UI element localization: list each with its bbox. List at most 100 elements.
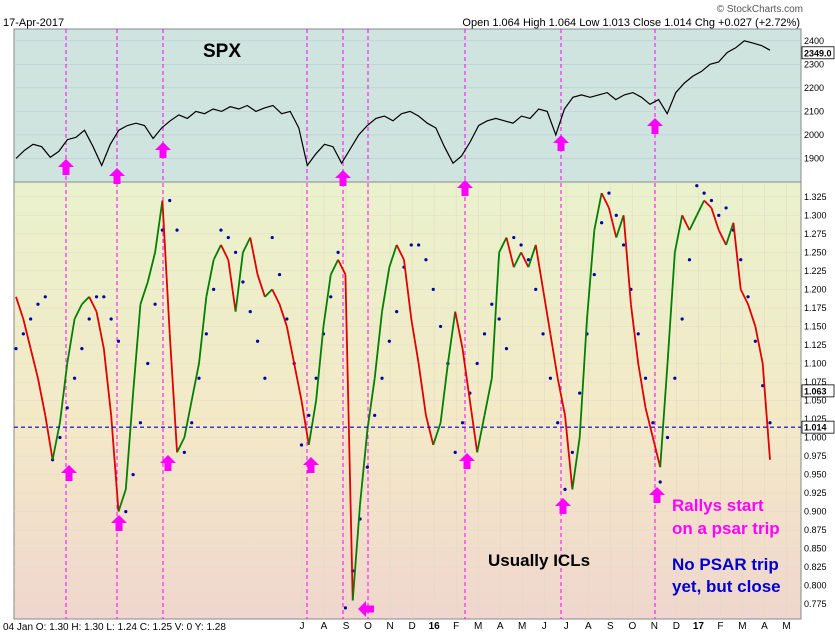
spx-last-value-label: 2349.0	[804, 48, 832, 58]
x-tick-label: J	[300, 621, 305, 632]
x-tick-label: M	[782, 621, 790, 632]
header-ohlc: Open 1.064 High 1.064 Low 1.013 Close 1.…	[462, 17, 800, 29]
x-tick-label: N	[651, 621, 658, 632]
magenta-arrows	[58, 118, 665, 617]
ratio-segment	[578, 318, 588, 438]
psar-dot	[387, 339, 391, 343]
ratio-segment	[732, 222, 742, 290]
psar-dot	[146, 361, 150, 366]
ratio-segment	[59, 363, 69, 423]
psar-dot	[556, 421, 560, 425]
x-tick-label: F	[717, 621, 723, 632]
ratio-segment	[395, 244, 405, 261]
x-tick-label: O	[628, 621, 636, 632]
ratio-segment	[37, 378, 47, 416]
ratio-segment	[615, 215, 625, 238]
nopsar-text-line-2: yet, but close	[672, 577, 781, 596]
ratio-up-arrow	[111, 515, 127, 531]
spx-up-arrow	[58, 159, 74, 175]
psar-dot	[621, 243, 626, 247]
x-tick-label: N	[386, 621, 393, 632]
psar-dot	[643, 376, 648, 380]
psar-dot	[424, 258, 428, 262]
psar-dot	[248, 310, 252, 314]
ratio-up-arrow	[459, 453, 475, 469]
x-tick-label: O	[364, 621, 372, 632]
ratio-segment	[637, 363, 647, 409]
psar-dot	[36, 302, 40, 306]
psar-dot	[475, 361, 479, 366]
ratio-segment	[190, 363, 200, 401]
psar-dot	[219, 228, 223, 232]
left-arrow	[358, 601, 374, 617]
ratio-segment	[564, 415, 574, 490]
spx-up-arrow	[553, 135, 569, 151]
ratio-segment	[124, 393, 135, 490]
x-tick-label: 16	[429, 621, 441, 632]
ratio-segment	[556, 378, 566, 416]
psar-dot	[116, 339, 121, 343]
ratio-segment	[630, 304, 640, 364]
nopsar-text-line-1: No PSAR trip	[672, 555, 779, 574]
ratio-segment	[571, 437, 581, 490]
ratio-segment	[505, 237, 515, 268]
y-tick-labels: 1900 2000 2100 2200 2300 2400 0.775 0.800 0.825 0…	[804, 36, 827, 609]
psar-dot	[72, 376, 77, 380]
ratio-y-tick-label: 0.825	[804, 562, 827, 572]
ratio-segment	[66, 318, 76, 364]
ratio-segment	[600, 192, 610, 209]
ratio-segment	[256, 274, 266, 298]
ratio-y-tick-label: 1.150	[804, 321, 827, 331]
ratio-segment	[512, 251, 522, 268]
x-tick-label: M	[474, 621, 482, 632]
psar-dot	[395, 310, 399, 314]
ratio-segment	[242, 237, 252, 253]
psar-dot	[29, 317, 33, 321]
ratio-segment	[322, 274, 332, 327]
x-tick-label: M	[518, 621, 526, 632]
psar-dot	[695, 184, 699, 188]
spx-y-tick-label: 2100	[804, 106, 824, 116]
psar-dot	[307, 413, 311, 417]
ratio-segment	[278, 303, 288, 327]
spx-panel-background	[13, 28, 802, 183]
ratio-segment	[205, 259, 215, 297]
ratio-segment	[388, 244, 398, 268]
ratio-y-tick-label: 0.850	[804, 544, 827, 554]
psar-dot	[636, 332, 640, 336]
ratio-segment	[695, 200, 705, 216]
ratio-segment	[220, 244, 230, 261]
psar-dot	[373, 413, 377, 417]
spx-up-arrow	[457, 180, 473, 196]
ratio-segment	[293, 363, 303, 401]
ratio-segment	[622, 215, 632, 305]
grid-layer	[14, 40, 801, 619]
psar-dot	[336, 250, 340, 254]
ratio-segment	[212, 244, 222, 261]
psar-dot	[124, 510, 128, 514]
ratio-segment	[659, 363, 669, 468]
psar-dot	[314, 376, 318, 380]
spx-y-tick-label: 2400	[804, 36, 824, 46]
ratio-segment	[249, 237, 259, 275]
ratio-segment	[586, 230, 596, 320]
ratio-segment	[117, 489, 127, 512]
x-tick-label: A	[585, 621, 592, 632]
ratio-segment	[139, 281, 149, 305]
psar-dot	[431, 287, 435, 291]
ratio-segment	[315, 326, 325, 401]
psar-dot	[665, 435, 670, 440]
ratio-y-tick-label: 1.250	[804, 247, 827, 257]
rally-text-line-2: on a psar trip	[672, 519, 780, 538]
ratio-y-tick-label: 1.300	[804, 210, 827, 220]
psar-dot	[153, 302, 157, 306]
ratio-segment	[344, 274, 354, 601]
psar-dot	[190, 421, 194, 425]
psar-dot	[285, 317, 289, 321]
psar-dot	[651, 421, 655, 425]
ratio-segment	[717, 229, 727, 246]
ratio-segment	[549, 333, 559, 379]
spx-up-arrow	[155, 142, 171, 158]
spx-y-tick-label: 1900	[804, 153, 824, 163]
